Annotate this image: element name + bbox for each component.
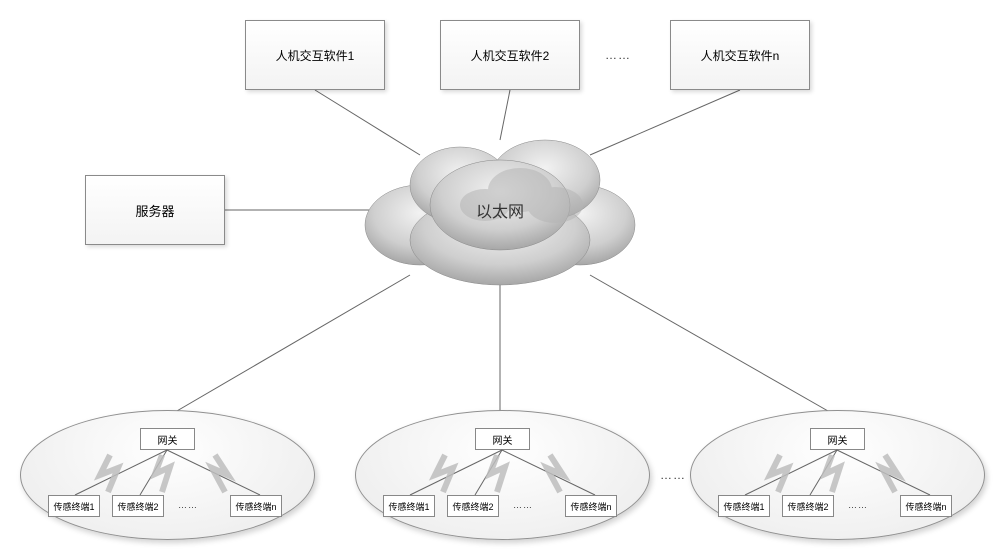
hmi-2-label: 人机交互软件2: [471, 47, 550, 64]
terminal-3-n: 传感终端n: [900, 495, 952, 517]
gateway-2-label: 网关: [493, 432, 513, 447]
cloud-label: 以太网: [476, 198, 524, 222]
hmi-software-1: 人机交互软件1: [245, 20, 385, 90]
hmi-software-2: 人机交互软件2: [440, 20, 580, 90]
hmi-software-n: 人机交互软件n: [670, 20, 810, 90]
hmi-1-label: 人机交互软件1: [276, 47, 355, 64]
hmi-n-label: 人机交互软件n: [701, 47, 780, 64]
terminal-2-2: 传感终端2: [447, 495, 499, 517]
gateway-3-label: 网关: [828, 432, 848, 447]
terminal-1-n: 传感终端n: [230, 495, 282, 517]
diagram-stage: 以太网 人机交互软件1 人机交互软件2 …… 人机交互软件n 服务器 …… 网关…: [0, 0, 1000, 554]
gateway-3: 网关: [810, 428, 865, 450]
server-label: 服务器: [135, 201, 174, 220]
terminal-2-n: 传感终端n: [565, 495, 617, 517]
subnet-ellipsis: ……: [660, 468, 686, 482]
terminal-2-1: 传感终端1: [383, 495, 435, 517]
terminal-3-1: 传感终端1: [718, 495, 770, 517]
terminal-1-2: 传感终端2: [112, 495, 164, 517]
gateway-1-label: 网关: [158, 432, 178, 447]
subnet1-term-dots: ……: [178, 500, 198, 510]
gateway-2: 网关: [475, 428, 530, 450]
ethernet-cloud: 以太网: [350, 130, 650, 290]
subnet2-term-dots: ……: [513, 500, 533, 510]
terminal-1-1: 传感终端1: [48, 495, 100, 517]
terminal-3-2: 传感终端2: [782, 495, 834, 517]
top-ellipsis: ……: [605, 48, 631, 62]
subnet3-term-dots: ……: [848, 500, 868, 510]
server-box: 服务器: [85, 175, 225, 245]
gateway-1: 网关: [140, 428, 195, 450]
